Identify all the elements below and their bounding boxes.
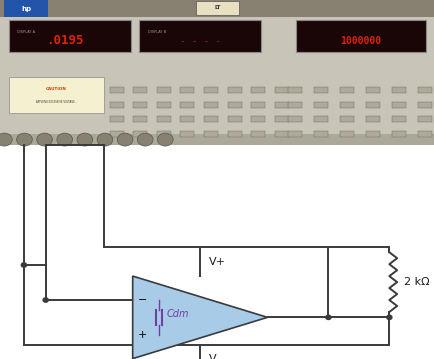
Circle shape: [325, 315, 330, 320]
Bar: [365, 102, 379, 108]
Bar: [109, 102, 123, 108]
Bar: [391, 131, 405, 137]
Bar: [251, 87, 265, 93]
Text: 1000000: 1000000: [340, 36, 381, 46]
Bar: [339, 131, 353, 137]
Bar: [274, 102, 288, 108]
Bar: [133, 116, 147, 122]
Bar: [109, 116, 123, 122]
Bar: [227, 116, 241, 122]
Text: CAUTION: CAUTION: [46, 87, 67, 91]
Text: Cdm: Cdm: [166, 309, 188, 320]
Text: hp: hp: [21, 6, 31, 12]
Bar: [204, 116, 217, 122]
Text: .0195: .0195: [46, 34, 84, 47]
Circle shape: [16, 133, 32, 146]
Circle shape: [117, 133, 133, 146]
Bar: [391, 87, 405, 93]
Bar: [157, 131, 171, 137]
Bar: [157, 87, 171, 93]
Bar: [133, 131, 147, 137]
Text: LT: LT: [214, 5, 220, 10]
Bar: [180, 87, 194, 93]
Text: V-: V-: [208, 354, 219, 359]
Bar: [227, 87, 241, 93]
Circle shape: [157, 133, 173, 146]
Circle shape: [43, 298, 48, 302]
Circle shape: [97, 133, 112, 146]
Bar: [287, 116, 301, 122]
Bar: [204, 87, 217, 93]
Bar: [418, 87, 431, 93]
Bar: [251, 102, 265, 108]
Bar: [295, 20, 425, 52]
Text: V+: V+: [208, 257, 225, 267]
Bar: [109, 131, 123, 137]
Bar: [180, 102, 194, 108]
Bar: [339, 102, 353, 108]
Circle shape: [57, 133, 72, 146]
Bar: [133, 87, 147, 93]
Bar: [339, 116, 353, 122]
Bar: [418, 102, 431, 108]
Bar: [9, 20, 130, 52]
Bar: [0, 55, 434, 145]
Text: −: −: [138, 295, 147, 305]
Text: DISPLAY A: DISPLAY A: [17, 30, 35, 34]
Text: - - - -: - - - -: [179, 36, 220, 46]
Bar: [9, 77, 104, 113]
Bar: [0, 0, 434, 18]
Bar: [274, 131, 288, 137]
Circle shape: [137, 133, 153, 146]
Circle shape: [386, 315, 391, 320]
Bar: [180, 116, 194, 122]
Bar: [287, 87, 301, 93]
Bar: [391, 102, 405, 108]
Circle shape: [36, 133, 52, 146]
Bar: [313, 116, 327, 122]
Bar: [227, 131, 241, 137]
Text: DISPLAY B: DISPLAY B: [148, 30, 165, 34]
Bar: [195, 1, 239, 14]
Bar: [287, 131, 301, 137]
Bar: [418, 131, 431, 137]
Circle shape: [77, 133, 92, 146]
Bar: [365, 87, 379, 93]
Circle shape: [0, 133, 12, 146]
Bar: [0, 0, 434, 145]
Bar: [180, 131, 194, 137]
Bar: [109, 87, 123, 93]
Circle shape: [21, 263, 26, 267]
Bar: [4, 0, 48, 18]
Bar: [274, 116, 288, 122]
Text: +: +: [138, 330, 147, 340]
Bar: [157, 102, 171, 108]
Bar: [313, 87, 327, 93]
Bar: [251, 116, 265, 122]
Bar: [227, 102, 241, 108]
Bar: [339, 87, 353, 93]
Polygon shape: [132, 276, 267, 359]
Bar: [313, 131, 327, 137]
Bar: [287, 102, 301, 108]
Bar: [157, 116, 171, 122]
Bar: [251, 131, 265, 137]
Bar: [204, 131, 217, 137]
Text: APPLYING EXCESSIVE VOLTAGE...: APPLYING EXCESSIVE VOLTAGE...: [36, 100, 77, 104]
Bar: [274, 87, 288, 93]
Bar: [391, 116, 405, 122]
Bar: [133, 102, 147, 108]
Bar: [365, 116, 379, 122]
Bar: [365, 131, 379, 137]
Bar: [139, 20, 260, 52]
Bar: [418, 116, 431, 122]
Bar: [204, 102, 217, 108]
Bar: [313, 102, 327, 108]
Text: 2 kΩ: 2 kΩ: [403, 277, 428, 287]
Bar: [0, 134, 434, 145]
